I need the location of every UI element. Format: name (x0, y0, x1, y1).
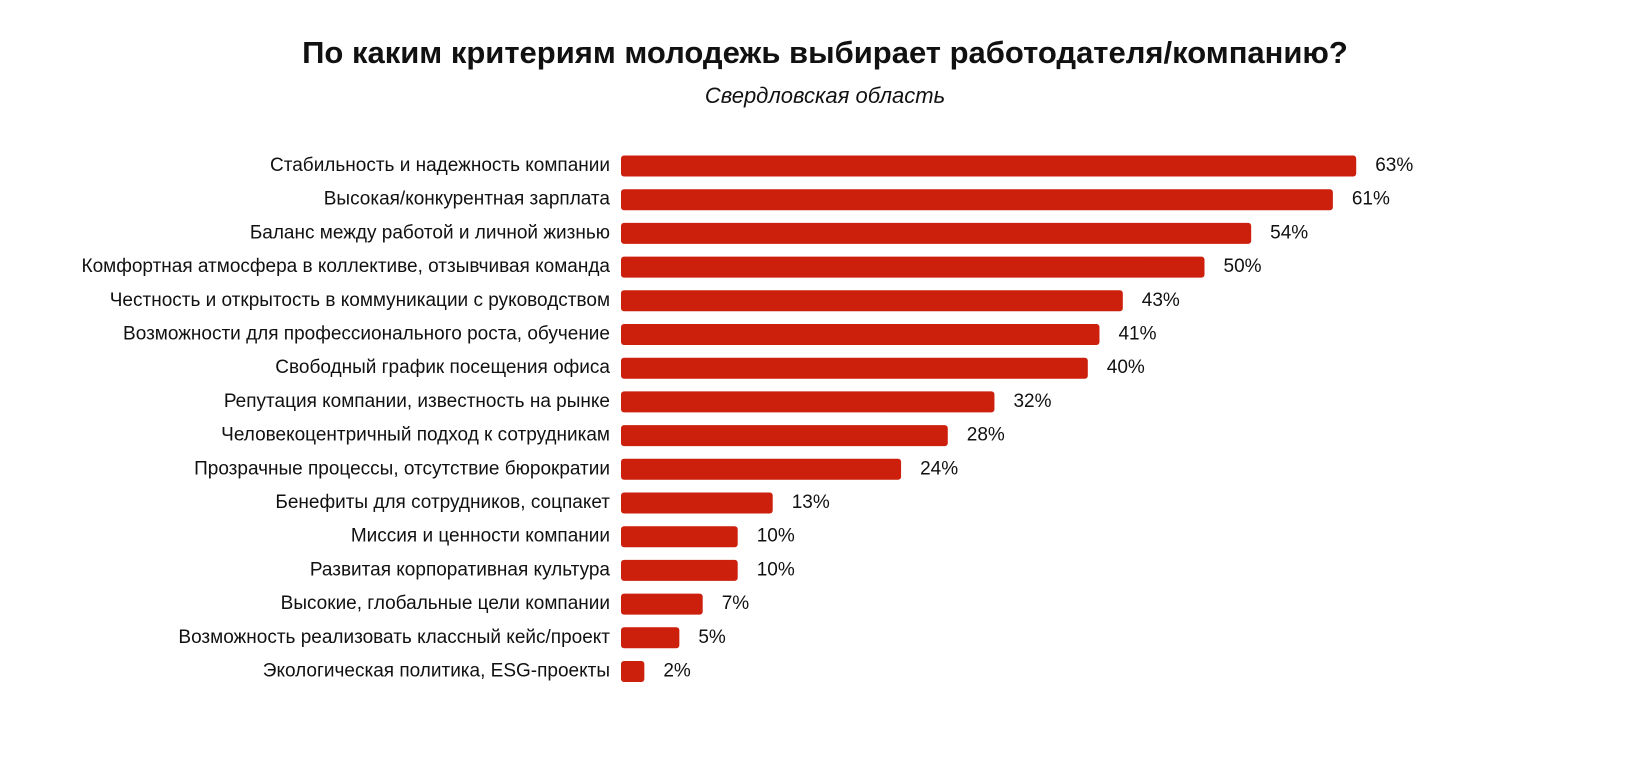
category-label: Миссия и ценности компании (351, 526, 610, 547)
value-label: 40% (1107, 357, 1145, 378)
value-label: 5% (698, 627, 726, 648)
category-label: Баланс между работой и личной жизнью (250, 222, 610, 243)
value-label: 32% (1013, 391, 1051, 412)
value-label: 63% (1375, 155, 1413, 176)
value-label: 10% (757, 526, 795, 547)
bar (621, 458, 902, 480)
value-label: 41% (1118, 324, 1156, 345)
category-label: Комфортная атмосфера в коллективе, отзыв… (82, 256, 611, 277)
value-label: 24% (920, 458, 958, 479)
bar (621, 593, 703, 615)
category-label: Человекоцентричный подход к сотрудникам (221, 425, 610, 446)
category-label: Высокие, глобальные цели компании (281, 593, 610, 614)
value-label: 7% (722, 593, 750, 614)
category-label: Высокая/конкурентная зарплата (324, 189, 611, 210)
category-label: Репутация компании, известность на рынке (224, 391, 610, 412)
bar (621, 492, 773, 514)
category-label: Экологическая политика, ESG-проекты (263, 661, 610, 682)
chart-subtitle: Свердловская область (705, 83, 945, 108)
value-label: 43% (1142, 290, 1180, 311)
bar (621, 559, 738, 581)
bar (621, 290, 1123, 312)
category-label: Возможность реализовать классный кейс/пр… (178, 627, 610, 648)
category-label: Прозрачные процессы, отсутствие бюрократ… (194, 458, 610, 479)
bar (621, 391, 995, 413)
category-label: Стабильность и надежность компании (270, 155, 610, 176)
bar (621, 222, 1252, 244)
value-label: 13% (792, 492, 830, 513)
value-label: 10% (757, 559, 795, 580)
value-label: 54% (1270, 222, 1308, 243)
bar (621, 526, 738, 548)
bar (621, 256, 1205, 278)
chart-title: По каким критериям молодежь выбирает раб… (302, 35, 1348, 70)
category-label: Развитая корпоративная культура (310, 559, 611, 580)
bar (621, 357, 1088, 379)
bar (621, 627, 680, 649)
bar (621, 155, 1357, 177)
bar (621, 661, 645, 682)
category-label: Свободный график посещения офиса (275, 357, 610, 378)
bar (621, 324, 1100, 345)
value-label: 2% (663, 661, 691, 682)
category-label: Бенефиты для сотрудников, соцпакет (275, 492, 610, 513)
bar (621, 189, 1333, 211)
bar (621, 425, 948, 447)
value-label: 28% (967, 425, 1005, 446)
category-label: Честность и открытость в коммуникации с … (110, 290, 610, 311)
category-label: Возможности для профессионального роста,… (123, 324, 610, 345)
value-label: 50% (1224, 256, 1262, 277)
value-label: 61% (1352, 189, 1390, 210)
